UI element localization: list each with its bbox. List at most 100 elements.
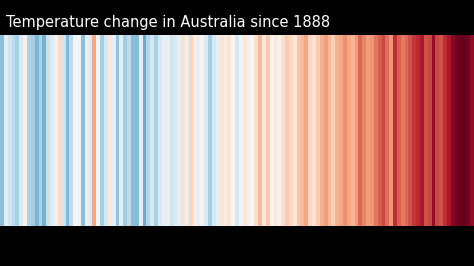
Bar: [154, 35, 158, 226]
Bar: [19, 35, 23, 226]
Bar: [89, 35, 92, 226]
Bar: [378, 35, 382, 226]
Bar: [316, 35, 320, 226]
Bar: [166, 35, 170, 226]
Bar: [116, 35, 119, 226]
Bar: [297, 35, 301, 226]
Bar: [304, 35, 308, 226]
Bar: [143, 35, 146, 226]
Bar: [181, 35, 185, 226]
Bar: [374, 35, 378, 226]
Bar: [204, 35, 208, 226]
Bar: [285, 35, 289, 226]
Bar: [470, 35, 474, 226]
Bar: [73, 35, 77, 226]
Bar: [112, 35, 116, 226]
Bar: [139, 35, 143, 226]
Bar: [416, 35, 420, 226]
Bar: [347, 35, 351, 226]
Bar: [65, 35, 69, 226]
Bar: [293, 35, 297, 226]
Bar: [393, 35, 397, 226]
Bar: [150, 35, 154, 226]
Bar: [277, 35, 281, 226]
Bar: [320, 35, 324, 226]
Bar: [258, 35, 262, 226]
Bar: [77, 35, 81, 226]
Bar: [54, 35, 58, 226]
Bar: [135, 35, 139, 226]
Bar: [389, 35, 393, 226]
Bar: [212, 35, 216, 226]
Bar: [246, 35, 250, 226]
Bar: [289, 35, 293, 226]
Bar: [170, 35, 173, 226]
Bar: [119, 35, 123, 226]
Bar: [123, 35, 127, 226]
Bar: [193, 35, 197, 226]
Bar: [92, 35, 96, 226]
Bar: [463, 35, 466, 226]
Bar: [58, 35, 62, 226]
Bar: [42, 35, 46, 226]
Bar: [328, 35, 331, 226]
Bar: [324, 35, 328, 226]
Bar: [351, 35, 355, 226]
Bar: [343, 35, 347, 226]
Bar: [208, 35, 212, 226]
Bar: [81, 35, 85, 226]
Bar: [266, 35, 270, 226]
Bar: [335, 35, 339, 226]
Bar: [16, 35, 19, 226]
Bar: [432, 35, 436, 226]
Bar: [281, 35, 285, 226]
Bar: [439, 35, 443, 226]
Bar: [216, 35, 219, 226]
Bar: [458, 35, 463, 226]
Bar: [8, 35, 11, 226]
Bar: [370, 35, 374, 226]
Bar: [308, 35, 312, 226]
Bar: [127, 35, 131, 226]
Bar: [146, 35, 150, 226]
Bar: [100, 35, 104, 226]
Bar: [197, 35, 201, 226]
Bar: [162, 35, 166, 226]
Bar: [255, 35, 258, 226]
Bar: [424, 35, 428, 226]
Bar: [273, 35, 277, 226]
Bar: [420, 35, 424, 226]
Bar: [231, 35, 235, 226]
Bar: [131, 35, 135, 226]
Bar: [428, 35, 432, 226]
Bar: [466, 35, 470, 226]
Bar: [27, 35, 31, 226]
Bar: [447, 35, 451, 226]
Bar: [11, 35, 16, 226]
Bar: [405, 35, 409, 226]
Bar: [312, 35, 316, 226]
Bar: [23, 35, 27, 226]
Bar: [104, 35, 108, 226]
Bar: [96, 35, 100, 226]
Bar: [38, 35, 42, 226]
Bar: [301, 35, 304, 226]
Bar: [31, 35, 35, 226]
Bar: [339, 35, 343, 226]
Bar: [239, 35, 243, 226]
Bar: [401, 35, 405, 226]
Bar: [35, 35, 38, 226]
Bar: [397, 35, 401, 226]
Bar: [0, 35, 4, 226]
Bar: [455, 35, 458, 226]
Bar: [224, 35, 228, 226]
Bar: [108, 35, 112, 226]
Bar: [177, 35, 181, 226]
Bar: [250, 35, 255, 226]
Bar: [385, 35, 389, 226]
Bar: [62, 35, 65, 226]
Bar: [436, 35, 439, 226]
Text: Temperature change in Australia since 1888: Temperature change in Australia since 18…: [6, 15, 330, 30]
Bar: [201, 35, 204, 226]
Bar: [409, 35, 412, 226]
